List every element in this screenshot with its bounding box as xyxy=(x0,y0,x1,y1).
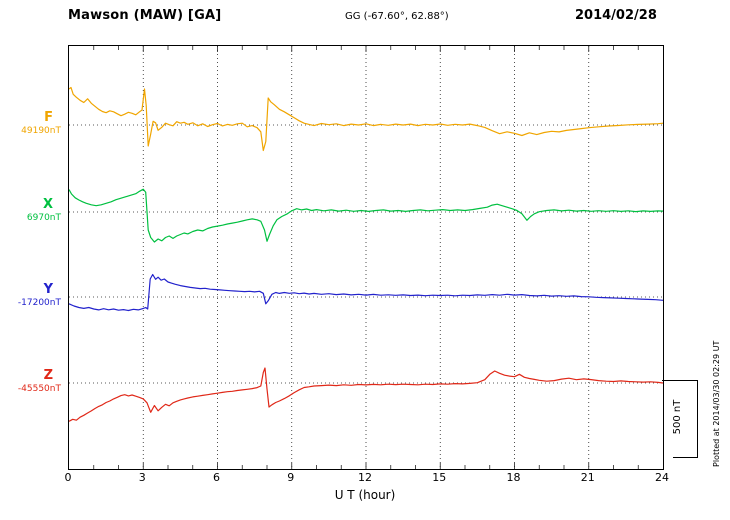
scale-bar-top-cap xyxy=(662,380,698,381)
x-tick-label-3: 3 xyxy=(138,471,146,484)
trace-Y xyxy=(69,273,663,312)
component-Z: Z -45550nT xyxy=(2,369,62,395)
component-X: X 6970nT xyxy=(2,198,62,224)
plot-area xyxy=(68,45,664,470)
scale-bar-label: 500 nT xyxy=(672,399,683,435)
x-tick-label-21: 21 xyxy=(580,471,595,484)
x-tick-label-12: 12 xyxy=(358,471,372,484)
component-Y-label: Y xyxy=(43,282,53,297)
component-Y: Y -17200nT xyxy=(2,283,62,309)
plotted-at-note: Plotted at 2014/03/30 02:29 UT xyxy=(712,340,721,467)
station-title: Mawson (MAW) [GA] xyxy=(68,8,222,23)
magnetogram-svg xyxy=(69,46,663,469)
x-tick-label-9: 9 xyxy=(287,471,295,484)
component-F-label: F xyxy=(44,110,53,125)
date-label: 2014/02/28 xyxy=(575,8,657,23)
scale-bar xyxy=(697,380,698,458)
component-Z-baseline: -45550nT xyxy=(17,384,61,394)
component-X-label: X xyxy=(42,197,53,212)
component-F-baseline: 49190nT xyxy=(21,126,61,136)
trace-F xyxy=(69,86,663,152)
x-axis-title: U T (hour) xyxy=(334,488,396,502)
x-tick-label-24: 24 xyxy=(655,471,669,484)
x-tick-label-18: 18 xyxy=(506,471,521,484)
component-X-baseline: 6970nT xyxy=(26,213,61,223)
component-Z-label: Z xyxy=(43,368,53,383)
x-tick-label-0: 0 xyxy=(64,471,72,484)
x-tick-label-6: 6 xyxy=(213,471,220,484)
scale-bar-bottom-cap xyxy=(673,457,698,458)
x-tick-label-15: 15 xyxy=(432,471,447,484)
component-Y-baseline: -17200nT xyxy=(17,298,61,308)
geo-coords-label: GG (-67.60°, 62.88°) xyxy=(345,11,449,22)
component-F: F 49190nT xyxy=(2,111,62,137)
trace-Z xyxy=(69,367,663,422)
trace-X xyxy=(69,188,663,243)
